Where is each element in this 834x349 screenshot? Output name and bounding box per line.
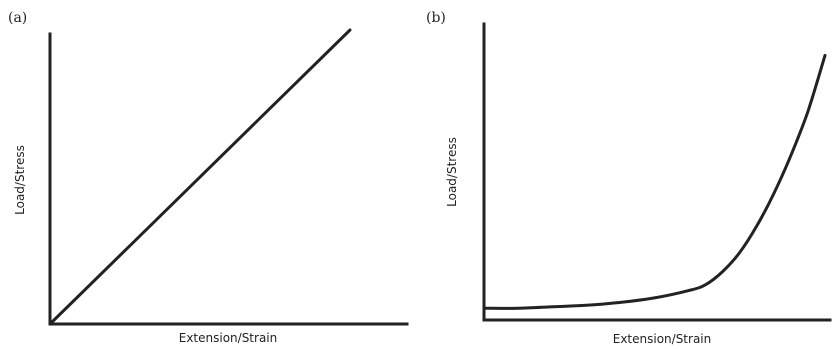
chart-panel-a: (a) Extension/Strain Load/Stress xyxy=(8,10,409,345)
panel-label-a: (a) xyxy=(8,10,27,26)
x-axis-label-a: Extension/Strain xyxy=(179,331,278,345)
y-axis-label-a: Load/Stress xyxy=(13,145,27,215)
chart-panel-b: (b) Extension/Strain Load/Stress xyxy=(426,10,832,346)
series-line-a xyxy=(48,28,352,326)
panel-label-b: (b) xyxy=(426,10,446,26)
y-axis-label-b: Load/Stress xyxy=(445,137,459,207)
x-axis-label-b: Extension/Strain xyxy=(613,332,712,346)
series-line-b xyxy=(482,53,827,310)
